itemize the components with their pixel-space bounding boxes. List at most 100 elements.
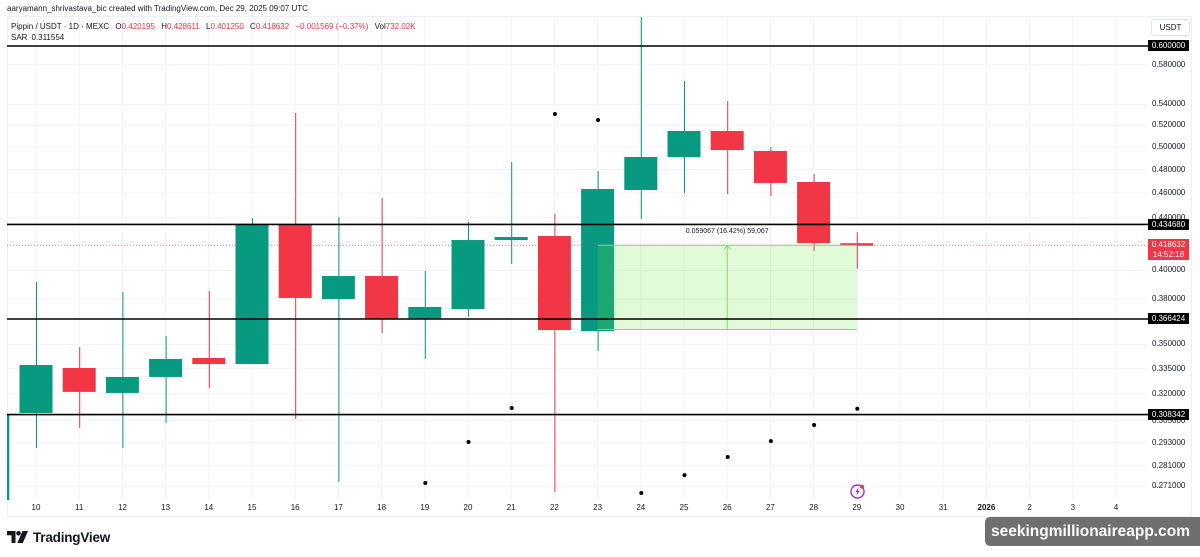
- candle-body: [494, 237, 528, 241]
- sar-dot: [682, 473, 687, 478]
- time-tick-label: 28: [809, 503, 819, 512]
- candle-9[interactable]: [0, 413, 10, 505]
- close-value: 0.418632: [255, 22, 290, 31]
- legend-close: C0.418632: [250, 22, 293, 31]
- sar-dot: [725, 454, 730, 459]
- time-tick-label: 24: [636, 503, 646, 512]
- candle-14[interactable]: [192, 291, 226, 388]
- time-tick-label: 2: [1027, 503, 1032, 512]
- candle-17[interactable]: [321, 216, 355, 482]
- low-label: L: [205, 22, 211, 31]
- candle-25[interactable]: [667, 81, 701, 193]
- time-tick-label: 30: [895, 503, 905, 512]
- candle-body: [537, 235, 571, 331]
- candle-body: [451, 240, 485, 309]
- candle-22[interactable]: [537, 214, 571, 492]
- time-tick-label: 22: [549, 503, 559, 512]
- sar-dots: [423, 112, 860, 495]
- sar-dot: [596, 118, 601, 123]
- candle-28[interactable]: [797, 173, 831, 252]
- symbol-title[interactable]: Pippin / USDT · 1D · MEXC: [11, 22, 110, 31]
- open-value: 0.420195: [121, 22, 155, 31]
- time-tick-label: 12: [117, 503, 127, 512]
- price-range-measure: [597, 244, 857, 330]
- high-label: H: [161, 22, 167, 31]
- sar-dot: [768, 439, 773, 444]
- candle-19[interactable]: [408, 271, 442, 359]
- time-tick-label: 18: [377, 503, 387, 512]
- candle-20[interactable]: [451, 221, 485, 317]
- time-tick-label: 19: [420, 503, 430, 512]
- candle-11[interactable]: [62, 347, 96, 429]
- time-tick-label: 10: [31, 503, 41, 512]
- candle-body: [19, 365, 53, 413]
- candle-10[interactable]: [19, 281, 53, 449]
- legend-main-row: Pippin / USDT · 1D · MEXC O0.420195 H0.4…: [11, 21, 420, 32]
- chart-legend: Pippin / USDT · 1D · MEXC O0.420195 H0.4…: [11, 21, 420, 43]
- legend-high: H0.428611: [161, 22, 204, 31]
- candle-27[interactable]: [753, 147, 787, 196]
- volume-label: Vol: [374, 22, 386, 31]
- sar-dot: [855, 406, 860, 411]
- high-value: 0.428611: [166, 22, 200, 31]
- time-tick-label: 23: [593, 503, 603, 512]
- legend-low: L0.401250: [206, 22, 248, 31]
- candle-body: [753, 150, 787, 183]
- candle-body: [624, 156, 658, 190]
- time-tick-label: 26: [722, 503, 732, 512]
- candle-26[interactable]: [710, 101, 744, 195]
- time-tick-label: 20: [463, 503, 473, 512]
- candle-body: [710, 130, 744, 151]
- chart-frame: [7, 16, 1192, 517]
- volume-value: 732.02K: [385, 22, 416, 31]
- time-tick-label: 27: [765, 503, 775, 512]
- time-tick-label: 16: [290, 503, 300, 512]
- time-tick-label: 11: [75, 503, 84, 512]
- candle-16[interactable]: [278, 112, 312, 419]
- indicator-value: 0.311554: [31, 33, 65, 42]
- sar-dot: [812, 422, 817, 427]
- candle-body: [365, 276, 399, 320]
- candle-24[interactable]: [624, 17, 658, 219]
- candle-body: [667, 130, 701, 157]
- candles: [0, 17, 874, 505]
- arrow-up-icon: [723, 244, 731, 250]
- time-tick-label: 13: [161, 503, 171, 512]
- horizontal-levels: [7, 45, 1148, 416]
- time-tick-label: 3: [1070, 503, 1076, 512]
- measure-label: 0.059067 (16.42%) 59,067: [685, 228, 769, 236]
- candle-body: [62, 367, 96, 392]
- attribution-text: aaryamann_shrivastava_bic created with T…: [7, 4, 308, 13]
- sar-dot: [509, 406, 514, 411]
- candle-body: [235, 225, 269, 365]
- candle-body: [321, 276, 355, 300]
- candle-29[interactable]: [840, 232, 874, 269]
- time-tick-label: 17: [333, 503, 343, 512]
- sar-dot: [552, 112, 557, 117]
- time-tick-label: 15: [247, 503, 257, 512]
- candle-12[interactable]: [105, 292, 139, 449]
- time-tick-label: 4: [1113, 503, 1119, 512]
- candle-body: [840, 243, 874, 246]
- candle-body: [192, 357, 226, 365]
- tradingview-logo[interactable]: TradingView: [7, 530, 110, 545]
- candle-body: [149, 358, 183, 377]
- sar-dot: [423, 480, 428, 485]
- currency-button[interactable]: USDT: [1151, 19, 1190, 36]
- sar-dot: [639, 490, 644, 495]
- time-tick-label: 31: [938, 503, 948, 512]
- candle-15[interactable]: [235, 217, 269, 365]
- watermark-badge: seekingmillionaireapp.com: [985, 517, 1200, 546]
- candle-13[interactable]: [149, 336, 183, 423]
- lightning-alert-icon[interactable]: [849, 483, 866, 500]
- sar-dot: [466, 440, 471, 445]
- candle-18[interactable]: [365, 198, 399, 334]
- candle-21[interactable]: [494, 161, 528, 264]
- indicator-name: SAR: [11, 33, 28, 42]
- grid-lines: [7, 16, 1148, 500]
- low-value: 0.401250: [210, 22, 244, 31]
- candle-body: [105, 376, 139, 393]
- legend-indicator-row[interactable]: SAR 0.311554: [11, 32, 420, 43]
- candle-23[interactable]: [581, 171, 615, 352]
